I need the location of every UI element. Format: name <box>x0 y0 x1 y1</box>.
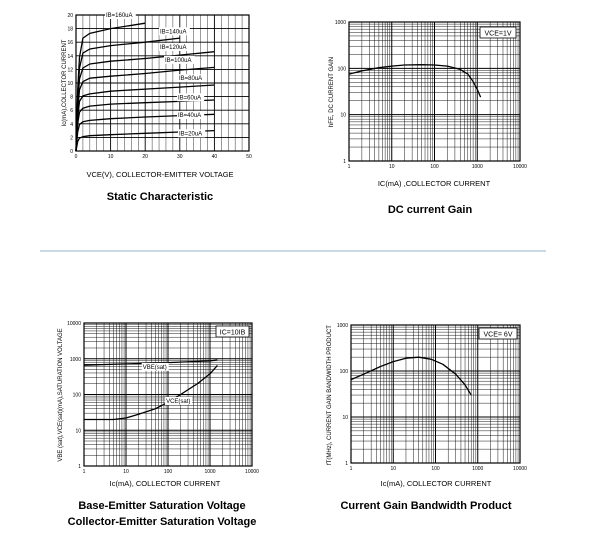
series-label-bg <box>177 93 205 102</box>
x-axis-label: Ic(mA), COLLECTOR CURRENT <box>110 479 221 488</box>
series-line-vbe-sat <box>83 359 218 366</box>
x-tick-label: 1 <box>350 466 353 472</box>
x-tick-label: 1 <box>348 164 351 170</box>
x-tick-label: 0 <box>75 154 78 160</box>
x-tick-label: 1 <box>83 469 86 475</box>
series-label: IB=60uA <box>178 95 201 101</box>
y-tick-label: 18 <box>67 27 73 33</box>
y-axis-label: Ic(mA),COLLECTOR CURRENT <box>62 39 68 126</box>
x-tick-label: 10 <box>389 164 395 170</box>
y-tick-label: 10 <box>340 113 346 119</box>
series-label-vce-sat: VCE(sat) <box>166 399 190 405</box>
series-label-bg <box>141 362 169 371</box>
x-tick-label: 100 <box>431 466 440 472</box>
chart-caption: Static Characteristic <box>107 191 213 203</box>
x-tick-label: 1000 <box>472 164 483 170</box>
series-line-vce-sat <box>84 364 218 421</box>
chart-caption: Current Gain Bandwidth Product <box>340 500 511 512</box>
annotation-label: VCE= 6V <box>484 332 513 339</box>
series-label-bg <box>177 110 205 119</box>
series-line-ib=20ua <box>75 129 215 152</box>
series-line-ib=80ua <box>75 84 215 152</box>
x-tick-label: 10 <box>123 469 129 475</box>
x-tick-label: 20 <box>142 154 148 160</box>
y-tick-label: 1 <box>345 461 348 467</box>
x-tick-label: 50 <box>246 154 252 160</box>
y-tick-label: 1000 <box>70 357 81 363</box>
chart-dc-current-gain: 1 10 100 1000 10000 1 10 100 1000 VCE=1V IC(mA) ,C… <box>329 20 527 216</box>
y-tick-label: 10 <box>342 415 348 421</box>
y-tick-label: 16 <box>67 40 73 46</box>
series-label-bg <box>178 129 206 138</box>
y-tick-label: 100 <box>73 393 82 399</box>
x-tick-label: 40 <box>212 154 218 160</box>
chart-static-characteristic: 0 10 20 30 40 50 0 2 4 6 8 10 12 14 16 18 20 IB=160uA IB=1… <box>62 11 252 203</box>
y-tick-label: 1 <box>78 464 81 470</box>
y-tick-label: 10 <box>67 81 73 87</box>
y-tick-label: 2 <box>70 135 73 141</box>
series-label: IB=140uA <box>160 29 187 35</box>
series-label: IB=160uA <box>106 13 133 19</box>
series-label-bg <box>159 27 190 36</box>
y-tick-label: 14 <box>67 54 73 60</box>
chart-caption: DC current Gain <box>388 204 473 216</box>
x-tick-label: 100 <box>430 164 439 170</box>
y-tick-label: 6 <box>70 108 73 114</box>
x-tick-label: 1000 <box>204 469 215 475</box>
y-axis-label: hFE, DC CURRENT GAIN <box>329 57 335 127</box>
series-label-bg <box>164 55 195 64</box>
series-label-bg <box>165 396 193 405</box>
x-axis-label: VCE(V), COLLECTOR-EMITTER VOLTAGE <box>86 170 233 179</box>
x-tick-label: 100 <box>164 469 173 475</box>
x-axis-label: IC(mA) ,COLLECTOR CURRENT <box>378 179 491 188</box>
series-line-ib=60ua <box>75 99 215 152</box>
x-tick-label: 30 <box>177 154 183 160</box>
x-tick-label: 10 <box>108 154 114 160</box>
x-tick-label: 1000 <box>472 466 483 472</box>
y-tick-label: 0 <box>70 149 73 155</box>
x-tick-label: 10000 <box>513 164 527 170</box>
annotation-label: VCE=1V <box>484 31 511 38</box>
chart-caption-line-2: Collector-Emitter Saturation Voltage <box>68 516 257 528</box>
x-tick-label: 10 <box>390 466 396 472</box>
series-label-bg <box>159 42 190 51</box>
y-tick-label: 20 <box>67 13 73 19</box>
series-label: IB=100uA <box>165 58 192 64</box>
y-tick-label: 10 <box>75 428 81 434</box>
series-line-ft <box>350 356 472 396</box>
y-tick-label: 10000 <box>67 321 81 327</box>
series-label: IB=120uA <box>160 45 187 51</box>
series-line-ib=160ua <box>75 22 146 152</box>
series-line-ib=40ua <box>75 113 215 152</box>
y-axis-label: VBE (sat),VCE(sat)(mA),SATURATION VOLTAG… <box>58 328 64 461</box>
y-axis-label: fT(MHz), CURRENT GAIN BANDWIDTH PRODUCT <box>327 325 333 465</box>
x-tick-label: 10000 <box>245 469 259 475</box>
y-tick-label: 4 <box>70 122 73 128</box>
y-tick-label: 12 <box>67 67 73 73</box>
annotation-label: IC=10IB <box>220 330 246 337</box>
series-label: IB=20uA <box>179 131 202 137</box>
y-tick-label: 100 <box>338 66 347 72</box>
series-label-bg <box>105 11 136 19</box>
y-tick-label: 1000 <box>337 323 348 329</box>
y-tick-label: 1000 <box>335 20 346 26</box>
annotation-box <box>478 327 518 340</box>
series-label: IB=80uA <box>179 76 202 82</box>
annotation-box <box>215 325 250 338</box>
y-tick-label: 8 <box>70 95 73 101</box>
y-tick-label: 100 <box>340 369 349 375</box>
series-label-bg <box>178 74 206 83</box>
x-axis-label: Ic(mA), COLLECTOR CURRENT <box>381 479 492 488</box>
y-tick-label: 1 <box>343 159 346 165</box>
series-label-vbe-sat: VBE(sat) <box>143 365 167 371</box>
chart-caption-line-1: Base-Emitter Saturation Voltage <box>78 500 245 512</box>
chart-gain-bandwidth: 1 10 100 1000 10000 1 10 100 1000 VCE= 6V Ic(mA), … <box>327 323 527 512</box>
x-tick-label: 10000 <box>513 466 527 472</box>
chart-saturation-voltage: 1 10 100 1000 10000 1 10 100 1000 10000 VBE(sat) VC… <box>58 321 259 528</box>
series-line-hfe <box>348 64 482 98</box>
annotation-box <box>479 26 517 39</box>
series-label: IB=40uA <box>178 113 201 119</box>
